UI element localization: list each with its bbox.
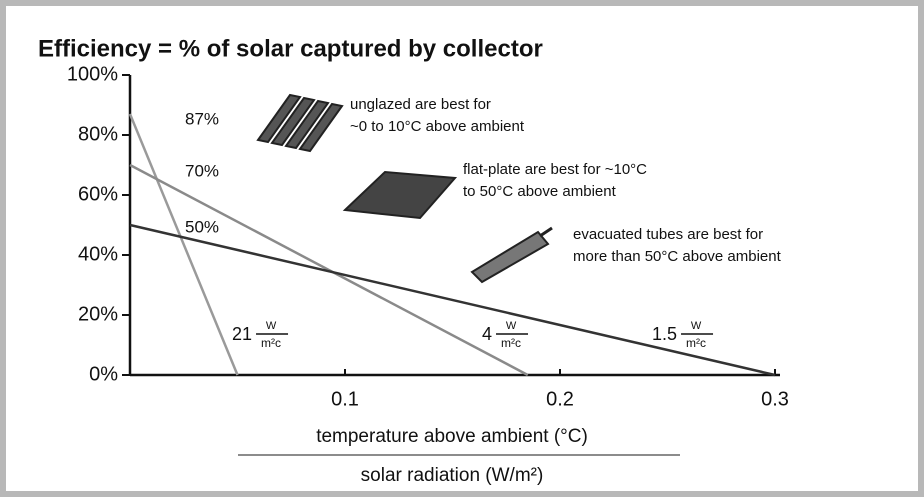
- collector-note: flat-plate are best for ~10°C: [463, 161, 647, 178]
- series-line: [128, 113, 239, 376]
- slope-denominator: m²c: [686, 336, 706, 350]
- unglazed-icon: [256, 93, 344, 153]
- collector-note: more than 50°C above ambient: [573, 248, 782, 265]
- y-tick-label: 40%: [78, 243, 118, 265]
- collector-note: evacuated tubes are best for: [573, 226, 763, 243]
- intercept-label: 87%: [185, 109, 219, 128]
- slope-numerator: W: [506, 320, 517, 332]
- evacuated-tube-icon: [470, 226, 553, 284]
- y-tick-label: 0%: [89, 363, 118, 385]
- slope-denominator: m²c: [501, 336, 521, 350]
- intercept-label: 50%: [185, 217, 219, 236]
- slope-number: 21: [232, 324, 252, 344]
- collector-note: to 50°C above ambient: [463, 183, 617, 200]
- series-line: [129, 223, 776, 377]
- collector-note: ~0 to 10°C above ambient: [350, 118, 525, 135]
- slope-number: 4: [482, 324, 492, 344]
- y-tick-label: 80%: [78, 123, 118, 145]
- flat-plate-icon: [342, 170, 458, 220]
- chart-title: Efficiency = % of solar captured by coll…: [38, 35, 543, 62]
- x-axis-label: temperature above ambient (°C): [316, 426, 588, 447]
- y-tick-label: 60%: [78, 183, 118, 205]
- y-tick-label: 20%: [78, 303, 118, 325]
- collector-note: unglazed are best for: [350, 96, 491, 113]
- x-axis-label-2: solar radiation (W/m²): [361, 465, 544, 486]
- slope-numerator: W: [691, 320, 702, 332]
- slope-denominator: m²c: [261, 336, 281, 350]
- slope-numerator: W: [266, 320, 277, 332]
- x-tick-label: 0.1: [331, 388, 359, 410]
- y-tick-label: 100%: [67, 63, 118, 85]
- x-tick-label: 0.2: [546, 388, 574, 410]
- intercept-label: 70%: [185, 161, 219, 180]
- slope-number: 1.5: [652, 324, 677, 344]
- x-tick-label: 0.3: [761, 388, 789, 410]
